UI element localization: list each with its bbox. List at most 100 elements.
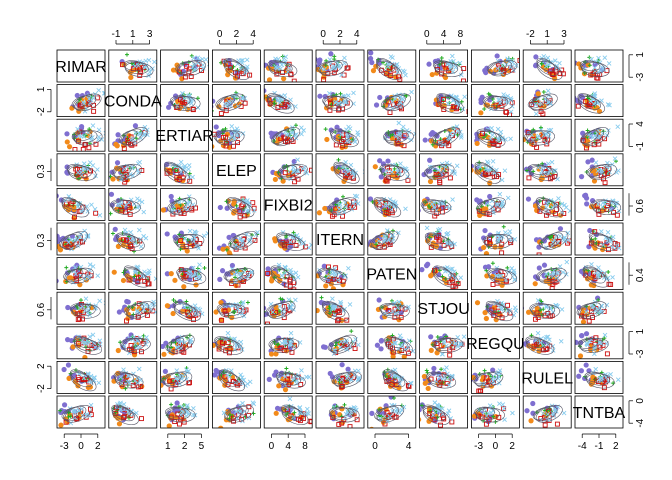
scatter-panel [522, 257, 572, 291]
scatter-panel [522, 118, 572, 152]
panel-points [265, 262, 301, 290]
density-ellipse [434, 337, 464, 353]
scatter-panel [367, 326, 417, 360]
panel-points [368, 50, 408, 82]
panel-frame [160, 326, 210, 360]
data-point [583, 309, 589, 315]
panel-points [111, 264, 157, 288]
data-point [552, 58, 558, 63]
data-point [339, 383, 345, 389]
panel-points [219, 57, 253, 81]
panel-points [316, 295, 353, 324]
data-point [490, 140, 496, 146]
data-point [596, 211, 602, 217]
data-point [132, 123, 139, 129]
data-point [244, 57, 250, 63]
data-point [335, 277, 341, 283]
data-point [567, 208, 572, 214]
panel-points [164, 298, 205, 323]
data-point [230, 129, 235, 134]
density-ellipse [175, 61, 196, 73]
data-point [606, 269, 611, 274]
density-ellipse [70, 369, 90, 384]
data-point [133, 241, 138, 246]
panel-points [523, 159, 560, 183]
data-point [116, 309, 122, 315]
data-point [596, 274, 601, 280]
density-ellipse [426, 372, 452, 386]
data-point [577, 353, 584, 359]
density-ellipse [227, 199, 255, 218]
data-point [191, 317, 196, 323]
density-ellipse [590, 199, 612, 210]
data-point [428, 244, 434, 250]
data-point [186, 380, 192, 386]
data-point [77, 316, 83, 322]
data-point [293, 242, 299, 248]
data-point [141, 307, 146, 312]
density-ellipse [164, 163, 187, 180]
panel-points [212, 367, 253, 392]
data-point [489, 376, 495, 382]
data-point [103, 130, 105, 136]
data-point [604, 164, 610, 170]
data-point [398, 310, 404, 316]
data-point [184, 309, 190, 315]
data-point [291, 158, 297, 165]
data-point [450, 69, 456, 75]
data-point [79, 298, 84, 303]
data-point [533, 54, 539, 60]
data-point [128, 74, 134, 81]
data-point [389, 298, 394, 303]
scatter-panel [211, 257, 261, 291]
data-point [90, 332, 96, 338]
data-point [612, 156, 618, 161]
panel-frame [315, 187, 365, 221]
density-ellipse [474, 163, 497, 180]
density-ellipse [382, 372, 409, 392]
data-point [236, 276, 242, 281]
data-point [356, 377, 361, 383]
data-point [255, 342, 260, 347]
density-ellipse [538, 267, 567, 284]
data-point [287, 65, 292, 71]
panel-frame [263, 291, 313, 325]
density-ellipse [537, 268, 562, 283]
data-point [499, 63, 505, 69]
data-point [75, 306, 80, 311]
data-point [111, 269, 117, 275]
density-ellipse [583, 127, 610, 147]
data-point [171, 298, 176, 303]
data-point [441, 107, 447, 112]
data-point [579, 333, 585, 339]
density-ellipse [216, 302, 238, 314]
panel-points [586, 227, 622, 253]
data-point [81, 101, 87, 106]
panel-frame [419, 326, 469, 360]
data-point [602, 332, 608, 338]
data-point [505, 302, 511, 308]
data-point [114, 160, 121, 166]
data-point [121, 237, 126, 243]
density-ellipse [580, 61, 605, 75]
panel-points [422, 124, 464, 149]
density-ellipse [170, 197, 197, 215]
data-point [578, 368, 585, 374]
data-point [580, 307, 586, 313]
density-ellipse [482, 234, 504, 245]
data-point [88, 168, 94, 174]
data-point [97, 341, 103, 347]
data-point [136, 227, 142, 233]
panel-points [421, 365, 457, 392]
data-point [509, 266, 515, 271]
data-point [57, 243, 62, 250]
density-ellipse [588, 232, 609, 245]
data-point [508, 109, 514, 115]
data-point [544, 305, 549, 310]
panel-frame [470, 187, 520, 221]
scatter-panel [574, 291, 624, 325]
diagonal-panel: ERTIAR [155, 118, 214, 152]
density-ellipse [164, 164, 191, 184]
density-ellipse [525, 130, 550, 144]
data-point [323, 127, 328, 132]
